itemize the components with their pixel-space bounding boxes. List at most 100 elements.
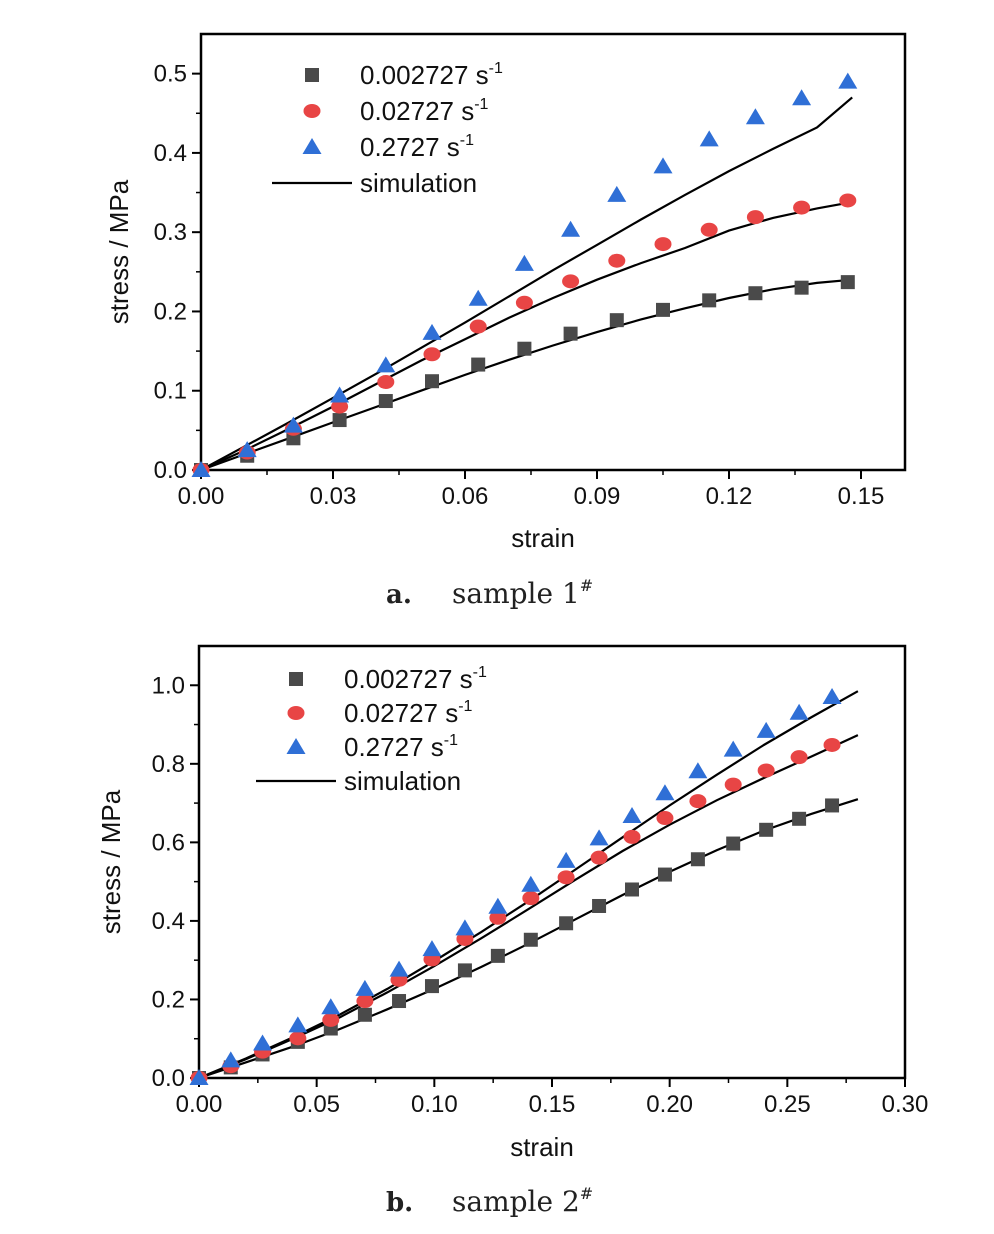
data-point-square — [794, 280, 809, 295]
simulation-curve-3 — [200, 96, 853, 471]
data-point-triangle — [699, 130, 719, 147]
data-point-triangle — [422, 940, 442, 957]
y-tick-label: 0.2 — [152, 986, 185, 1013]
data-point-square — [690, 852, 705, 867]
data-point-triangle — [283, 416, 303, 433]
data-point-square — [792, 811, 807, 826]
data-point-square — [424, 979, 439, 994]
data-point-triangle — [838, 72, 858, 89]
x-tick-label: 0.12 — [706, 483, 753, 510]
data-point-square — [726, 836, 741, 851]
data-point-triangle — [191, 461, 211, 477]
data-point-triangle — [622, 807, 642, 824]
y-tick-label: 0.0 — [152, 1065, 185, 1092]
x-tick-label: 0.20 — [646, 1091, 693, 1118]
simulation-curve-2 — [200, 201, 853, 472]
data-point-circle — [456, 931, 474, 946]
data-point-square — [517, 341, 532, 356]
y-axis-label: stress / MPa — [104, 179, 134, 324]
data-point-triangle — [468, 289, 488, 306]
data-point-triangle — [237, 441, 257, 458]
data-point-triangle — [422, 323, 442, 340]
legend-marker-square — [289, 672, 303, 686]
data-point-circle — [562, 274, 580, 289]
legend-marker-triangle — [302, 138, 322, 154]
x-axis-label: strain — [511, 523, 575, 553]
y-tick-label: 0.4 — [154, 140, 187, 167]
data-point-triangle — [822, 688, 842, 705]
data-point-triangle — [589, 829, 609, 846]
data-point-circle — [623, 829, 641, 844]
series-3 — [189, 688, 842, 1085]
data-point-triangle — [521, 875, 541, 892]
data-point-circle — [656, 811, 674, 826]
data-point-triangle — [723, 740, 743, 757]
legend-marker-circle — [287, 706, 305, 720]
y-tick-label: 0.8 — [152, 751, 185, 778]
data-point-square — [490, 948, 505, 963]
data-point-square — [425, 374, 439, 389]
legend-label: simulation — [344, 766, 461, 796]
y-tick-label: 0.5 — [154, 61, 187, 88]
y-tick-label: 0.6 — [152, 829, 185, 856]
legend: 0.002727 s-1 0.02727 s-1 0.2727 s-1 simulat… — [272, 60, 503, 198]
legend-label: 0.2727 s-1 — [344, 732, 458, 762]
data-point-circle — [823, 737, 841, 752]
data-point-square — [702, 293, 717, 308]
chart-2: 0.00 0.05 0.10 0.15 0.20 0.25 0.30 0.0 0.2 0.4 0.6… — [96, 644, 929, 1162]
data-point-circle — [423, 347, 441, 362]
legend-label: 0.02727 s-1 — [360, 96, 489, 126]
y-tick-label: 0.3 — [154, 219, 187, 246]
data-point-circle — [746, 210, 764, 225]
data-point-triangle — [288, 1016, 308, 1033]
data-point-square — [625, 882, 640, 897]
data-point-circle — [356, 994, 374, 1009]
data-point-square — [840, 275, 855, 290]
data-point-triangle — [789, 703, 809, 720]
data-point-triangle — [655, 784, 675, 801]
legend-label: 0.002727 s-1 — [344, 664, 487, 694]
data-point-triangle — [330, 386, 350, 403]
data-point-triangle — [514, 254, 534, 271]
x-tick-label: 0.10 — [411, 1091, 458, 1118]
x-tick-label: 0.05 — [293, 1091, 340, 1118]
y-axis-label: stress / MPa — [96, 789, 126, 934]
data-point-circle — [469, 319, 487, 334]
caption-1: a. sample 1# — [386, 576, 593, 610]
data-point-circle — [522, 891, 540, 906]
data-point-square — [592, 898, 607, 913]
caption-text: sample 1# — [452, 576, 593, 610]
data-point-square — [609, 313, 624, 328]
y-tick-label: 0.0 — [154, 457, 187, 484]
data-point-square — [559, 916, 574, 931]
legend-label: simulation — [360, 168, 477, 198]
series-3 — [191, 72, 858, 477]
series-1 — [192, 798, 840, 1085]
data-point-square — [759, 822, 774, 837]
caption-letter: b. — [386, 1188, 413, 1218]
data-point-square — [825, 798, 840, 813]
data-point-triangle — [792, 89, 812, 106]
x-tick-label: 0.30 — [882, 1091, 929, 1118]
data-point-circle — [790, 750, 808, 765]
data-point-circle — [377, 375, 395, 390]
data-point-triangle — [389, 960, 409, 977]
data-point-square — [656, 302, 670, 317]
x-tick-label: 0.00 — [176, 1091, 223, 1118]
data-point-triangle — [688, 762, 708, 779]
data-point-triangle — [556, 851, 576, 868]
legend-label: 0.02727 s-1 — [344, 698, 473, 728]
data-point-triangle — [321, 998, 341, 1015]
data-point-triangle — [221, 1051, 241, 1068]
data-point-square — [748, 286, 763, 301]
x-tick-label: 0.09 — [574, 483, 621, 510]
data-point-circle — [322, 1012, 340, 1027]
data-point-triangle — [253, 1034, 273, 1051]
y-tick-label: 0.2 — [154, 298, 187, 325]
legend-label: 0.002727 s-1 — [360, 60, 503, 90]
data-point-circle — [515, 295, 533, 310]
data-point-square — [523, 932, 538, 947]
x-tick-label: 0.25 — [764, 1091, 811, 1118]
series-2 — [190, 737, 841, 1085]
